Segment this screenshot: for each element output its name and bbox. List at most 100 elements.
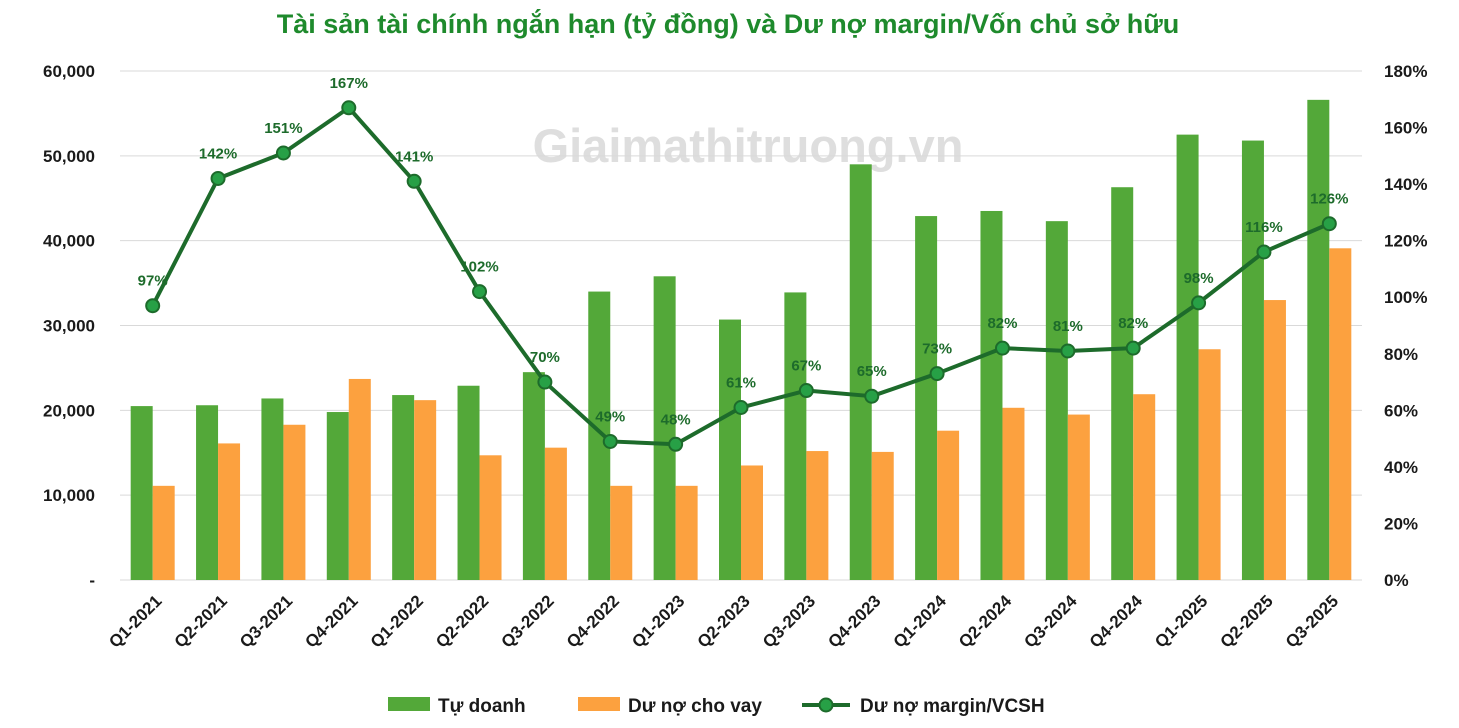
bar-du-no-cho-vay [610, 485, 633, 580]
bar-tu-doanh [588, 291, 611, 580]
line-point [1125, 340, 1141, 356]
y-right-tick-label: 140% [1384, 175, 1427, 194]
x-tick-label: Q2-2022 [432, 591, 492, 651]
bar-tu-doanh [653, 276, 676, 580]
bar-du-no-cho-vay [741, 465, 763, 580]
bar-du-no-cho-vay [806, 451, 829, 580]
bars [130, 99, 1352, 581]
bar-tu-doanh [522, 372, 545, 580]
line-data-label: 67% [791, 358, 821, 375]
y-right-tick-label: 40% [1384, 458, 1418, 477]
line-point [864, 388, 880, 404]
bar-tu-doanh [261, 398, 284, 580]
bar-du-no-cho-vay [414, 400, 437, 580]
line-data-label: 142% [199, 145, 237, 162]
line-data-label: 81% [1053, 318, 1083, 335]
line-data-label: 70% [530, 349, 560, 366]
legend: Tự doanh Dư nợ cho vay Dư nợ margin/VCSH [388, 696, 1045, 717]
y-right-tick-label: 100% [1384, 288, 1427, 307]
line-point [668, 436, 684, 452]
bar-du-no-cho-vay [152, 485, 175, 580]
x-tick-label: Q2-2024 [955, 591, 1016, 652]
line-point [602, 433, 618, 449]
legend-label: Dư nợ margin/VCSH [860, 696, 1045, 717]
y-left-tick-label: 60,000 [43, 62, 95, 81]
line-data-label: 82% [1118, 315, 1148, 332]
line-point [929, 366, 945, 382]
line-point [1321, 216, 1337, 232]
y-left-tick-label: 50,000 [43, 147, 95, 166]
bar-tu-doanh [1045, 221, 1068, 580]
x-tick-label: Q3-2022 [497, 591, 557, 651]
x-tick-label: Q4-2022 [563, 591, 623, 651]
line-data-label: 82% [987, 315, 1017, 332]
x-tick-label: Q1-2022 [367, 591, 427, 651]
y-right-tick-label: 20% [1384, 514, 1418, 533]
bar-tu-doanh [392, 395, 415, 580]
bar-du-no-cho-vay [479, 455, 502, 580]
x-tick-label: Q2-2023 [694, 591, 754, 651]
y-right-tick-label: 60% [1384, 401, 1418, 420]
x-tick-label: Q3-2025 [1282, 591, 1342, 651]
line-point [1191, 295, 1207, 311]
bar-tu-doanh [457, 385, 480, 580]
x-tick-label: Q4-2024 [1086, 591, 1147, 652]
line-data-label: 65% [857, 363, 887, 380]
bar-tu-doanh [130, 406, 153, 580]
line-data-label: 98% [1184, 270, 1214, 287]
line-point [210, 170, 226, 186]
x-tick-label: Q3-2021 [236, 591, 296, 651]
bar-du-no-cho-vay [1067, 414, 1090, 580]
line-data-label: 48% [661, 411, 691, 428]
y-right-tick-label: 0% [1384, 571, 1409, 590]
x-tick-label: Q2-2025 [1217, 591, 1277, 651]
line-point [1060, 343, 1076, 359]
line-point [733, 400, 749, 416]
y-axis-left: - 10,000 20,000 30,000 40,000 50,000 60,000 [43, 62, 95, 590]
bar-du-no-cho-vay [1133, 394, 1156, 580]
line-data-label: 151% [264, 120, 302, 137]
line-point [798, 383, 814, 399]
bar-tu-doanh [915, 216, 938, 580]
bar-du-no-cho-vay [675, 485, 698, 580]
line-data-label: 73% [922, 341, 952, 358]
x-tick-label: Q4-2021 [301, 591, 361, 651]
y-right-tick-label: 180% [1384, 62, 1427, 81]
line-point [275, 145, 291, 161]
bar-tu-doanh [196, 405, 219, 580]
legend-swatch [578, 697, 620, 711]
x-axis: Q1-2021 Q2-2021 Q3-2021 Q4-2021 Q1-2022 Q2-20… [105, 591, 1342, 652]
y-left-tick-label: - [89, 571, 95, 590]
x-tick-label: Q4-2023 [824, 591, 884, 651]
bar-du-no-cho-vay [283, 424, 306, 580]
bar-du-no-cho-vay [871, 451, 894, 580]
y-left-tick-label: 10,000 [43, 486, 95, 505]
x-tick-label: Q1-2023 [628, 591, 688, 651]
line-data-label: 102% [460, 259, 498, 276]
legend-label: Dư nợ cho vay [628, 696, 762, 717]
y-left-tick-label: 30,000 [43, 317, 95, 336]
bar-du-no-cho-vay [937, 430, 960, 580]
bar-tu-doanh [1176, 134, 1199, 580]
line-point [994, 340, 1010, 356]
bar-tu-doanh [326, 412, 349, 580]
bar-du-no-cho-vay [218, 443, 241, 580]
y-right-tick-label: 80% [1384, 345, 1418, 364]
line-point [145, 298, 161, 314]
legend-label: Tự doanh [438, 696, 526, 717]
y-left-tick-label: 20,000 [43, 401, 95, 420]
bar-du-no-cho-vay [1329, 248, 1352, 580]
legend-swatch [388, 697, 430, 711]
bar-tu-doanh [719, 319, 741, 580]
x-tick-label: Q3-2023 [759, 591, 819, 651]
line-data-label: 116% [1245, 219, 1283, 236]
x-tick-label: Q1-2025 [1151, 591, 1211, 651]
bar-tu-doanh [980, 210, 1003, 580]
bar-du-no-cho-vay [1002, 407, 1025, 580]
line-data-label: 126% [1310, 191, 1348, 208]
ratio-line: 97% 142% 151% 167% 141% 102% 70% 49% 48% 61% 67% 65… [138, 75, 1349, 452]
line-data-label: 61% [726, 375, 756, 392]
line-point [472, 284, 488, 300]
line-point [406, 173, 422, 189]
